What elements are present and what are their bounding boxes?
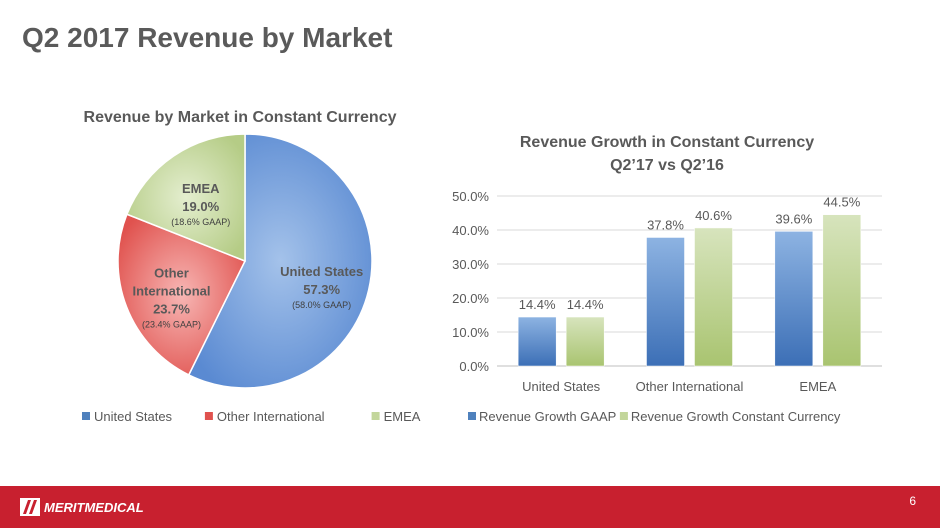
bar-legend-label: Revenue Growth GAAP — [479, 409, 616, 424]
bar-data-label: 37.8% — [647, 217, 684, 232]
pie-legend-swatch — [82, 412, 90, 420]
bar-gaap — [646, 237, 685, 367]
pie-label-value: 19.0% — [182, 199, 219, 214]
bar-legend-label: Revenue Growth Constant Currency — [631, 409, 841, 424]
bar-data-label: 14.4% — [519, 297, 556, 312]
y-tick-label: 30.0% — [452, 257, 489, 272]
y-tick-label: 40.0% — [452, 223, 489, 238]
pie-legend-label: United States — [94, 409, 173, 424]
y-tick-label: 50.0% — [452, 189, 489, 204]
bar-gaap — [774, 231, 814, 367]
bar-chart: 14.4% 14.4% 37.8% 40.6% 39.6% 44.5% — [517, 195, 862, 367]
pie-data-labels: United States 57.3% (58.0% GAAP) Other Inter… — [133, 181, 364, 329]
pie-label-name: International — [133, 283, 211, 298]
bar-constant-currency — [565, 316, 605, 367]
bar-gaap — [517, 316, 557, 367]
pie-chart — [117, 133, 373, 389]
footer-bar — [0, 486, 940, 528]
bar-data-label: 14.4% — [567, 297, 604, 312]
pie-label-name: EMEA — [182, 181, 220, 196]
pie-slice-united-states — [187, 133, 373, 389]
pie-label-note: (58.0% GAAP) — [292, 300, 351, 310]
pie-slice-other-international — [117, 213, 247, 376]
bar-y-axis: 0.0% 10.0% 20.0% 30.0% 40.0% 50.0% — [452, 189, 489, 374]
bar-data-label: 39.6% — [775, 211, 812, 226]
bar-legend-swatch — [619, 412, 628, 420]
x-tick-label: EMEA — [799, 379, 836, 394]
bar-constant-currency — [694, 227, 733, 367]
bar-x-axis: United States Other International EMEA — [522, 379, 836, 394]
x-tick-label: United States — [522, 379, 601, 394]
pie-legend-label: Other International — [217, 409, 325, 424]
pie-label-name: United States — [280, 264, 363, 279]
slide-title: Q2 2017 Revenue by Market — [22, 22, 393, 53]
pie-legend-swatch — [204, 412, 213, 420]
bar-constant-currency — [822, 214, 862, 367]
bar-legend: Revenue Growth GAAP Revenue Growth Consta… — [468, 409, 841, 424]
charts-canvas: Revenue by Market in Constant Currency U… — [82, 109, 882, 424]
y-tick-label: 0.0% — [459, 359, 489, 374]
svg-text:MERITMEDICAL: MERITMEDICAL — [44, 500, 144, 515]
pie-slice-emea — [125, 133, 246, 263]
pie-label-value: 23.7% — [153, 301, 190, 316]
y-tick-label: 10.0% — [452, 325, 489, 340]
pie-label-note: (23.4% GAAP) — [142, 319, 201, 329]
x-tick-label: Other International — [636, 379, 744, 394]
page-number: 6 — [909, 494, 916, 508]
y-tick-label: 20.0% — [452, 291, 489, 306]
pie-legend: United States Other International EMEA — [82, 409, 421, 424]
bar-chart-title: Revenue Growth in Constant Currency — [520, 134, 814, 151]
pie-label-value: 57.3% — [303, 282, 340, 297]
pie-label-note: (18.6% GAAP) — [171, 217, 230, 227]
pie-label-name: Other — [154, 265, 189, 280]
bar-data-label: 40.6% — [695, 208, 732, 223]
bar-legend-swatch — [468, 412, 476, 420]
bar-chart-subtitle: Q2’17 vs Q2’16 — [610, 157, 724, 174]
bar-gridlines — [497, 195, 882, 367]
bar-data-label: 44.5% — [823, 195, 860, 210]
pie-legend-swatch — [371, 412, 380, 420]
pie-chart-title: Revenue by Market in Constant Currency — [84, 109, 397, 126]
pie-legend-label: EMEA — [384, 409, 421, 424]
merit-medical-logo: MERITMEDICAL — [20, 498, 144, 516]
